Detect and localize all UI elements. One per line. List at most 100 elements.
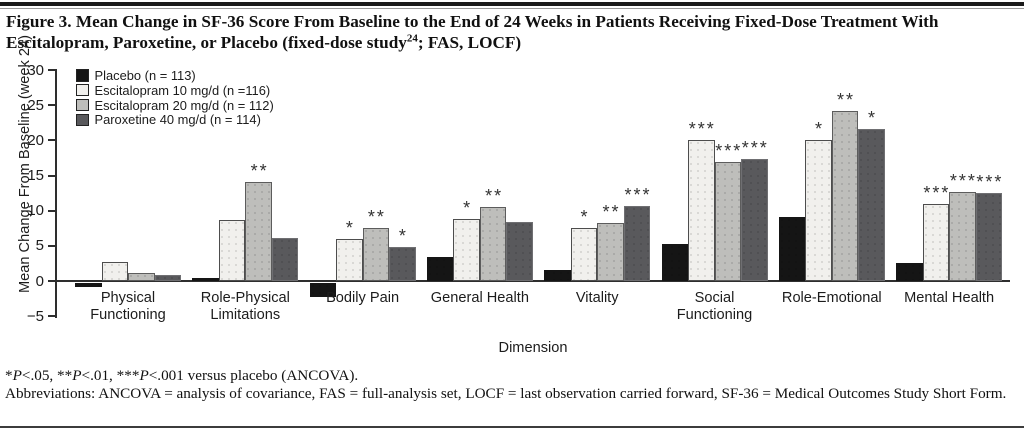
y-axis-line: [55, 69, 57, 318]
significance-marker: **: [250, 160, 269, 181]
significance-note: *P<.05, **P<.01, ***P<.001 versus placeb…: [5, 367, 359, 384]
significance-marker: ***: [923, 183, 951, 204]
bar: [362, 227, 390, 281]
y-tick-mark: [48, 174, 55, 177]
bar: [128, 272, 155, 281]
bar: [218, 219, 246, 281]
y-tick-mark: [48, 69, 55, 72]
significance-marker: ***: [976, 172, 1004, 193]
legend-item: Escitalopram 20 mg/d (n = 112): [76, 98, 274, 113]
bar: [570, 227, 598, 281]
y-tick-label: 0: [35, 272, 44, 290]
x-category-label: Role-Emotional: [781, 290, 882, 306]
significance-marker: *: [398, 226, 408, 247]
bar: [544, 269, 571, 281]
legend-label: Escitalopram 10 mg/d (n =116): [94, 82, 271, 98]
significance-marker: ***: [715, 141, 743, 162]
legend: Placebo (n = 113) Escitalopram 10 mg/d (n…: [76, 68, 274, 127]
significance-marker: *: [580, 206, 590, 227]
bar: [309, 283, 337, 298]
bar: [245, 181, 272, 281]
bar: [453, 219, 480, 281]
significance-marker: ***: [949, 170, 977, 191]
abbreviations-note: Abbreviations: ANCOVA = analysis of cova…: [5, 385, 1007, 402]
footnotes: *P<.05, **P<.01, ***P<.001 versus placeb…: [5, 367, 1013, 403]
significance-marker: **: [485, 185, 504, 206]
bar: [101, 262, 128, 281]
significance-marker: ***: [688, 118, 716, 139]
bar: [192, 278, 219, 281]
bar: [506, 221, 533, 281]
significance-marker: *: [867, 108, 878, 129]
bar: [741, 159, 768, 281]
figure-title-line1: Figure 3. Mean Change in SF-36 Score Fro…: [6, 12, 939, 31]
bar: [975, 193, 1003, 281]
bar: [623, 205, 651, 281]
y-tick-label: 5: [35, 237, 44, 255]
top-rule-thin: [0, 8, 1024, 9]
bar: [426, 257, 454, 281]
y-tick-mark: [48, 104, 55, 107]
significance-marker: *: [814, 118, 825, 139]
legend-swatch: [76, 113, 89, 127]
legend-item: Escitalopram 10 mg/d (n =116): [76, 83, 274, 98]
significance-marker: **: [602, 201, 621, 222]
y-tick-mark: [48, 244, 55, 247]
significance-marker: **: [836, 89, 856, 110]
figure-title-line2-tail: ; FAS, LOCF): [417, 33, 522, 52]
y-tick-label: 25: [27, 96, 44, 114]
y-tick-label: 20: [27, 131, 44, 149]
y-tick-mark: [48, 139, 55, 142]
figure-title-line2: Escitalopram, Paroxetine, or Placebo (fi…: [6, 33, 407, 52]
y-tick-mark: [48, 209, 55, 212]
legend-label: Escitalopram 20 mg/d (n = 112): [94, 97, 274, 113]
significance-marker: *: [463, 198, 473, 219]
bar: [805, 139, 832, 281]
x-axis-title: Dimension: [498, 340, 568, 356]
y-tick-label: −5: [26, 307, 44, 325]
y-tick-label: 15: [27, 167, 44, 185]
y-tick-mark: [48, 315, 55, 318]
bar: [271, 238, 299, 281]
legend-item: Paroxetine 40 mg/d (n = 114): [76, 112, 274, 127]
x-category-label: Bodily Pain: [326, 290, 400, 306]
figure-title: Figure 3. Mean Change in SF-36 Score Fro…: [6, 11, 1020, 53]
bar: [778, 217, 806, 281]
bar: [389, 247, 416, 281]
x-category-label: Vitality: [575, 290, 619, 306]
bar: [858, 129, 885, 281]
legend-label: Paroxetine 40 mg/d (n = 114): [94, 112, 261, 128]
legend-swatch: [76, 69, 89, 82]
bar: [831, 110, 859, 281]
x-category-label: Physical Functioning: [90, 290, 166, 323]
bar: [896, 263, 923, 281]
bar: [688, 139, 715, 281]
legend-swatch: [76, 83, 89, 97]
legend-item: Placebo (n = 113): [76, 68, 274, 83]
bar: [597, 222, 624, 281]
bar: [922, 204, 950, 281]
y-tick-label: 30: [27, 61, 44, 79]
significance-marker: ***: [624, 184, 652, 205]
significance-marker: **: [367, 206, 386, 227]
significance-marker: ***: [741, 138, 769, 159]
top-rule-thick: [0, 2, 1024, 6]
x-category-label: Mental Health: [904, 290, 995, 306]
y-tick-mark: [48, 280, 55, 282]
y-tick-label: 10: [27, 202, 44, 220]
reference-superscript: 24: [406, 32, 418, 45]
significance-marker: *: [345, 217, 355, 238]
bar: [479, 206, 507, 281]
x-category-label: Social Functioning: [676, 290, 753, 323]
x-category-label: Role-Physical Limitations: [200, 290, 290, 323]
y-axis-title: Mean Change From Baseline (week 24): [17, 35, 33, 293]
bottom-rule: [0, 426, 1024, 428]
bar: [154, 275, 181, 281]
bar: [714, 162, 741, 281]
x-category-label: General Health: [430, 290, 529, 306]
bar: [661, 243, 688, 281]
zero-baseline: [55, 280, 1010, 282]
legend-swatch: [76, 98, 89, 112]
bar: [949, 191, 976, 281]
